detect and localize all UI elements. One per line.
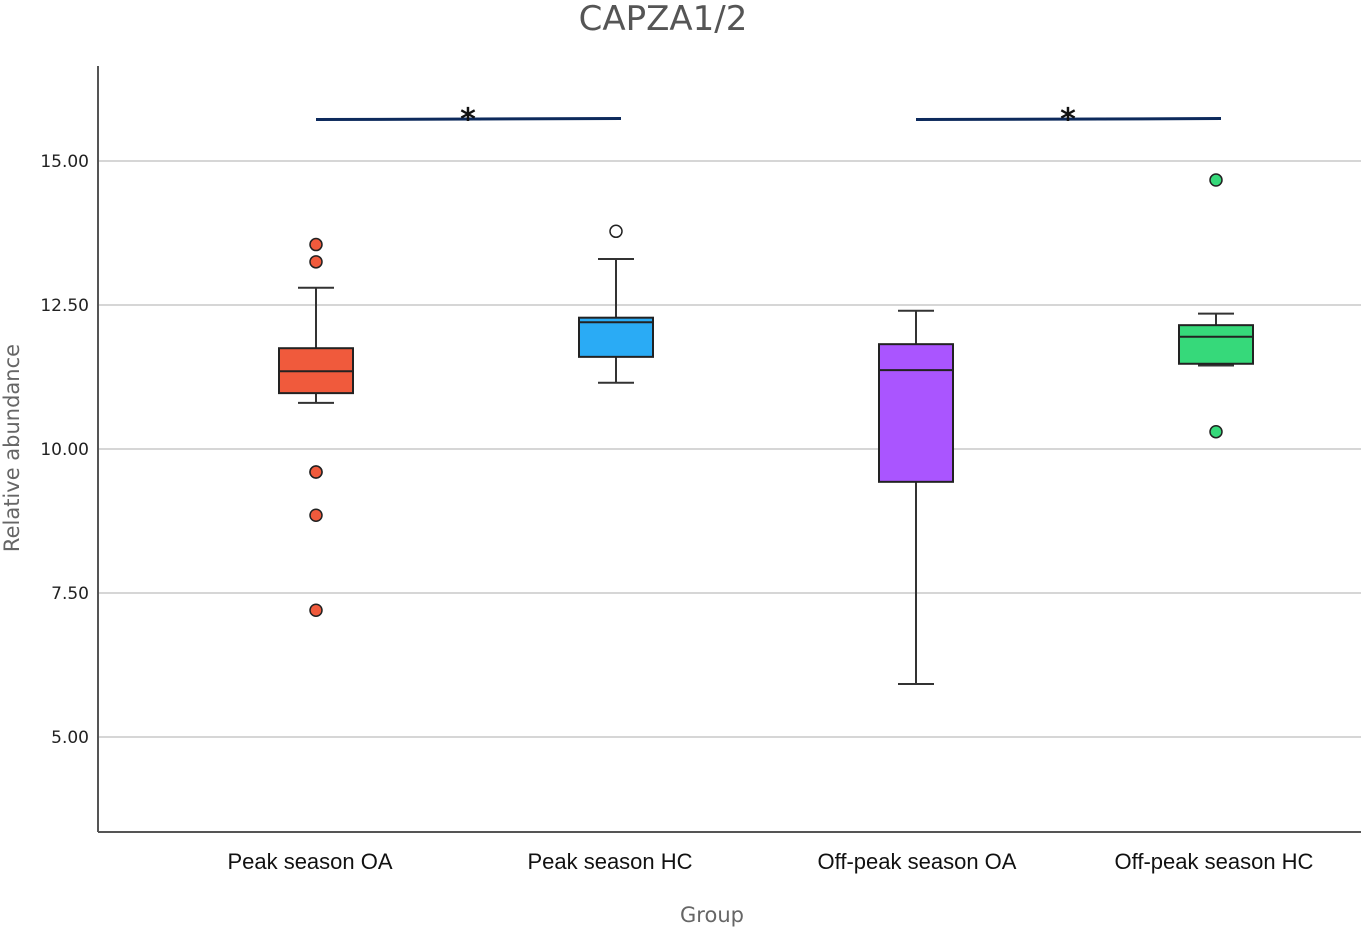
y-tick-label: 10.00 bbox=[40, 440, 89, 460]
box-group-4 bbox=[1178, 173, 1254, 439]
x-axis-label: Group bbox=[680, 903, 744, 927]
category-label: Off-peak season OA bbox=[818, 849, 1017, 874]
y-tick-label: 7.50 bbox=[51, 584, 89, 604]
y-tick-labels: 5.00 7.50 10.00 12.50 15.00 bbox=[40, 152, 89, 748]
significance-star: * bbox=[1060, 103, 1076, 138]
y-tick-label: 12.50 bbox=[40, 296, 89, 316]
chart-title: CAPZA1/2 bbox=[579, 0, 748, 39]
y-tick-label: 5.00 bbox=[51, 728, 89, 748]
outlier-point bbox=[309, 465, 323, 479]
y-tick-label: 15.00 bbox=[40, 152, 89, 172]
significance-markers: * * bbox=[315, 103, 1222, 138]
outlier-point bbox=[1209, 173, 1223, 187]
significance-bar bbox=[315, 117, 622, 122]
outlier-point bbox=[309, 237, 323, 252]
box-group-1 bbox=[278, 237, 354, 618]
category-label: Off-peak season HC bbox=[1115, 849, 1314, 874]
outlier-point bbox=[1209, 424, 1223, 439]
box-iqr bbox=[578, 316, 654, 358]
gridlines bbox=[98, 160, 1361, 738]
significance-bar bbox=[915, 117, 1222, 122]
outlier-point bbox=[609, 224, 623, 239]
category-label: Peak season OA bbox=[227, 849, 392, 874]
y-axis-label: Relative abundance bbox=[0, 344, 24, 552]
box-iqr bbox=[878, 343, 954, 483]
significance-star: * bbox=[460, 103, 476, 138]
outlier-point bbox=[309, 255, 323, 269]
box-iqr bbox=[1178, 324, 1254, 365]
box-series bbox=[278, 173, 1254, 685]
box-group-2 bbox=[578, 224, 654, 384]
outlier-point bbox=[309, 508, 323, 522]
category-labels: Peak season OA Peak season HC Off-peak sea… bbox=[227, 849, 1313, 874]
outlier-point bbox=[309, 603, 323, 618]
box-group-3 bbox=[878, 309, 954, 685]
axes bbox=[97, 66, 1361, 833]
category-label: Peak season HC bbox=[527, 849, 692, 874]
